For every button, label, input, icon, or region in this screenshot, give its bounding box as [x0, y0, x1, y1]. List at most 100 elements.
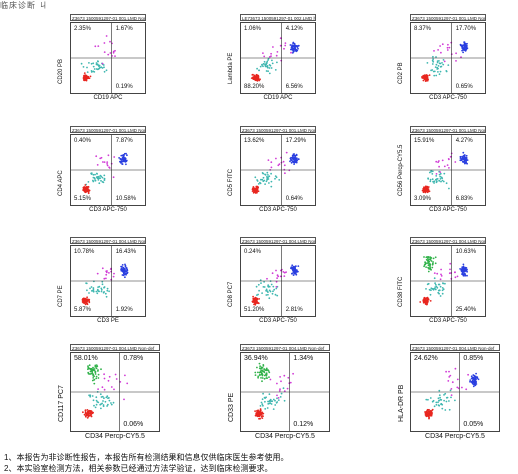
cell-event — [291, 154, 294, 157]
cell-event — [267, 178, 270, 180]
cell-event — [97, 388, 99, 390]
cell-event — [430, 268, 432, 271]
cell-event — [100, 287, 103, 290]
cell-event — [449, 155, 452, 158]
cell-event — [441, 159, 444, 162]
cell-event — [86, 413, 88, 416]
cell-event — [424, 303, 427, 305]
cell-event — [276, 274, 279, 277]
x-axis-label: CD34 Percp-CY5.5 — [85, 433, 145, 440]
cell-event — [94, 364, 97, 367]
cell-event — [90, 290, 93, 292]
cell-event — [427, 264, 430, 267]
cell-event — [266, 176, 269, 179]
cell-event — [295, 273, 298, 276]
cell-event — [83, 413, 86, 416]
cell-event — [264, 400, 266, 403]
cell-event — [257, 376, 259, 379]
quadrant-pct-lr: 0.19% — [115, 84, 133, 90]
cell-event — [101, 176, 104, 179]
quadrant-pct-ur: 0.78% — [123, 355, 144, 362]
cell-event — [97, 286, 99, 288]
cell-event — [265, 396, 267, 399]
cell-event — [261, 292, 263, 294]
cell-event — [100, 175, 103, 178]
cell-event — [252, 186, 255, 188]
cell-event — [430, 260, 433, 262]
cell-event — [252, 190, 255, 192]
cell-event — [119, 381, 122, 383]
x-axis-label: CD3 APC-750 — [259, 318, 297, 324]
cell-event — [290, 156, 292, 159]
cell-event — [262, 365, 265, 367]
cell-event — [258, 373, 261, 376]
cell-event — [121, 163, 124, 165]
cell-event — [266, 407, 269, 409]
cell-event — [261, 417, 264, 419]
cell-event — [112, 176, 115, 179]
cell-event — [253, 188, 256, 190]
cell-event — [442, 288, 445, 291]
cell-event — [103, 66, 105, 69]
cell-event — [99, 66, 101, 69]
cell-event — [267, 293, 269, 296]
cell-event — [95, 62, 98, 64]
cell-event — [428, 260, 431, 263]
x-axis-label: CD3 APC-750 — [429, 318, 467, 324]
quadrant-pct-lr: 0.05% — [463, 421, 484, 428]
cell-event — [282, 160, 285, 163]
cell-event — [438, 404, 441, 407]
cell-event — [470, 375, 473, 378]
cell-event — [436, 178, 438, 180]
flow-plot-1: Z3673 1500591297-01 001.LMD Non-def2.35%… — [58, 14, 146, 101]
cell-event — [293, 42, 296, 45]
x-axis-label: CD3 APC-750 — [429, 207, 467, 213]
cell-event — [84, 299, 87, 302]
plot-area: 10.78% 16.43% 5.87% 1.92% — [70, 245, 146, 317]
cell-event — [282, 387, 285, 390]
cell-event — [102, 64, 105, 66]
cell-event — [109, 52, 112, 54]
cell-event — [95, 364, 98, 366]
cell-event — [292, 44, 295, 47]
cell-event — [266, 60, 269, 63]
cell-event — [463, 161, 465, 164]
cell-event — [89, 75, 92, 78]
plot-area: 15.91% 4.27% 3.09% 6.83% — [410, 134, 486, 206]
cell-event — [95, 396, 98, 399]
cell-event — [84, 77, 86, 80]
cell-event — [292, 41, 295, 44]
cell-event — [439, 175, 442, 178]
cell-event — [278, 163, 281, 166]
cell-event — [90, 172, 92, 175]
cell-event — [124, 263, 126, 266]
cell-event — [103, 174, 106, 177]
cell-event — [445, 70, 448, 73]
cell-event — [266, 290, 269, 292]
cell-event — [258, 415, 261, 418]
cell-event — [438, 165, 440, 168]
cell-event — [95, 63, 98, 66]
cell-event — [276, 382, 278, 385]
cell-event — [434, 66, 437, 68]
cell-event — [261, 63, 263, 66]
cell-event — [476, 377, 479, 380]
cell-event — [82, 79, 85, 81]
y-axis-label: CD4 APC — [58, 170, 64, 196]
cell-event — [425, 398, 428, 401]
cell-event — [108, 397, 110, 399]
cell-event — [270, 283, 273, 286]
cell-event — [283, 275, 286, 277]
plot-area: 36.94% 1.34% 0.12% — [240, 352, 330, 432]
cell-event — [439, 285, 442, 288]
cell-event — [103, 177, 106, 180]
cell-event — [274, 69, 277, 71]
cell-event — [276, 51, 279, 53]
cell-event — [101, 386, 104, 389]
cell-event — [257, 293, 259, 296]
cell-event — [260, 412, 263, 415]
cell-event — [284, 172, 286, 175]
cell-event — [88, 409, 91, 412]
cell-event — [265, 63, 267, 66]
cell-event — [123, 152, 126, 155]
